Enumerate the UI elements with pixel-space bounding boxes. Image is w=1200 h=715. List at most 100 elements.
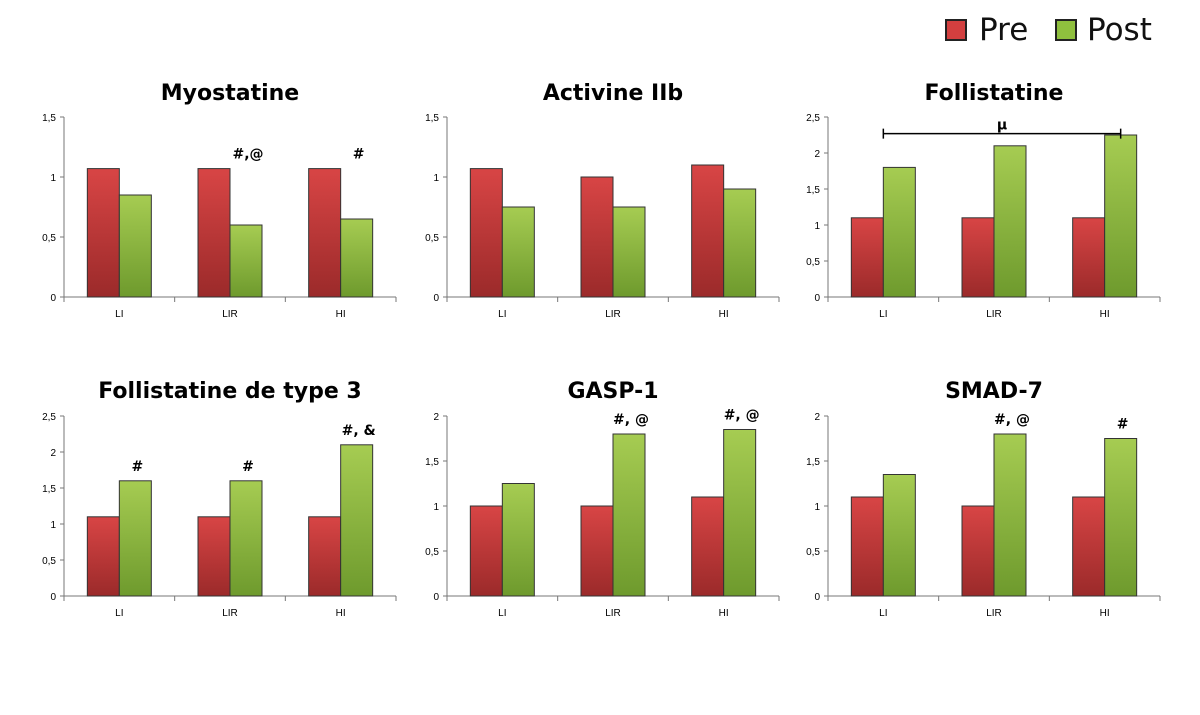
bar-pre-li [86,516,120,597]
y-tick-label: 0 [50,592,56,603]
bar-pre-lir [961,505,995,597]
bar-post-lir [612,433,646,597]
bar-post-li [501,206,535,298]
y-tick-label: 2 [50,448,56,459]
x-category-label: HI [336,309,346,320]
y-tick-label: 1 [433,173,439,184]
bar-post-li [882,474,916,597]
y-tick-label: 1 [50,520,56,531]
bar-post-hi [1104,134,1138,298]
chart-title: Myostatine [161,81,299,106]
y-tick-label: 2,5 [806,113,820,124]
x-category-label: HI [719,608,729,619]
y-tick-label: 1,5 [425,113,439,124]
bar-post-hi [340,218,374,298]
significance-annotation: #,@ [232,147,263,163]
bar-pre-hi [1072,217,1106,298]
legend: Pre Post [945,10,1175,50]
y-tick-label: 1,5 [42,484,56,495]
bar-pre-li [469,168,503,298]
bar-post-lir [993,145,1027,298]
bar-post-lir [993,433,1027,597]
x-category-label: HI [1100,608,1110,619]
y-tick-label: 0,5 [425,547,439,558]
y-tick-label: 0,5 [42,556,56,567]
x-category-label: LIR [986,309,1002,320]
bar-post-hi [723,188,757,298]
x-category-label: LIR [605,608,621,619]
bar-post-hi [1104,438,1138,597]
bar-pre-lir [961,217,995,298]
x-category-label: LIR [986,608,1002,619]
bar-pre-li [469,505,503,597]
x-category-label: LI [115,309,123,320]
x-category-label: LI [498,608,506,619]
y-tick-label: 1 [814,502,820,513]
bar-pre-hi [691,164,725,298]
y-tick-label: 2 [814,412,820,423]
chart-title: GASP-1 [567,379,658,404]
x-category-label: LI [498,309,506,320]
bar-post-li [118,194,152,298]
x-category-label: LI [879,608,887,619]
significance-annotation: #, @ [724,408,760,424]
bar-post-lir [229,480,263,597]
bar-pre-lir [197,516,231,597]
y-tick-label: 0 [814,293,820,304]
x-category-label: HI [719,309,729,320]
significance-annotation: # [1117,417,1129,433]
x-category-label: LI [879,309,887,320]
bar-pre-li [850,217,884,298]
legend-swatch-post [1055,19,1077,41]
bracket-label: μ [997,118,1007,134]
bar-pre-hi [308,516,342,597]
y-tick-label: 1,5 [806,457,820,468]
bar-pre-lir [197,168,231,298]
bar-post-lir [612,206,646,298]
y-tick-label: 0 [814,592,820,603]
chart-panel-3: Follistatine 0 0,5 1 1,5 2 2,5 LI LIR HI μ [806,81,1161,320]
x-category-label: HI [1100,309,1110,320]
legend-swatch-pre [945,19,967,41]
chart-panel-6: SMAD-7 0 0,5 1 1,5 2 LI LIR #, @ HI # [806,379,1161,619]
bar-post-li [882,166,916,298]
chart-title: Follistatine de type 3 [98,379,361,404]
bar-pre-hi [308,168,342,298]
y-tick-label: 0 [433,293,439,304]
y-tick-label: 2 [814,149,820,160]
bar-pre-lir [580,505,614,597]
significance-annotation: #, @ [994,412,1030,428]
bar-pre-li [86,168,120,298]
y-tick-label: 1 [433,502,439,513]
bar-post-li [118,480,152,597]
bar-pre-li [850,496,884,597]
y-tick-label: 1,5 [806,185,820,196]
chart-panel-1: Myostatine 0 0,5 1 1,5 LI LIR #,@ HI # [42,81,397,320]
x-category-label: LI [115,608,123,619]
y-tick-label: 0,5 [806,257,820,268]
y-tick-label: 0 [433,592,439,603]
bar-post-hi [723,429,757,597]
chart-title: Follistatine [925,81,1064,106]
significance-annotation: # [131,459,143,475]
significance-annotation: #, & [342,423,376,439]
y-tick-label: 1,5 [42,113,56,124]
y-tick-label: 2,5 [42,412,56,423]
y-tick-label: 1 [814,221,820,232]
x-category-label: LIR [222,309,238,320]
chart-panel-2: Activine IIb 0 0,5 1 1,5 LI LIR HI [425,81,780,320]
y-tick-label: 1 [50,173,56,184]
significance-annotation: # [242,459,254,475]
chart-panel-5: GASP-1 0 0,5 1 1,5 2 LI LIR #, @ HI #, @ [425,379,780,619]
y-tick-label: 0,5 [42,233,56,244]
x-category-label: LIR [605,309,621,320]
chart-panel-4: Follistatine de type 3 0 0,5 1 1,5 2 2,5 LI # LIR… [42,379,397,619]
x-category-label: LIR [222,608,238,619]
y-tick-label: 2 [433,412,439,423]
y-tick-label: 1,5 [425,457,439,468]
y-tick-label: 0 [50,293,56,304]
bar-post-li [501,483,535,597]
x-category-label: HI [336,608,346,619]
y-tick-label: 0,5 [806,547,820,558]
bar-pre-lir [580,176,614,298]
